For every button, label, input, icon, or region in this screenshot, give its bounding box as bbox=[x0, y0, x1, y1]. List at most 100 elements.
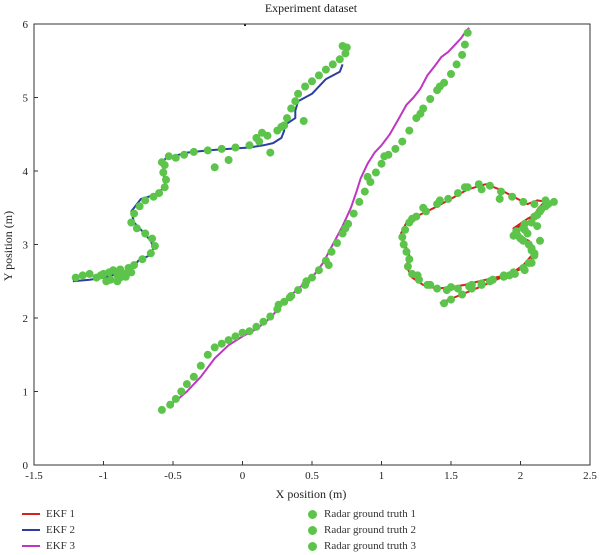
scatter-point bbox=[189, 147, 198, 156]
scatter-point bbox=[497, 187, 505, 196]
scatter-point bbox=[302, 277, 311, 286]
scatter-point bbox=[447, 283, 455, 292]
scatter-point bbox=[96, 271, 105, 280]
scatter-point bbox=[447, 70, 455, 78]
legend-item-radar2: Radar ground truth 2 bbox=[308, 524, 416, 536]
series-scatter-3 bbox=[398, 180, 558, 308]
scatter-point bbox=[203, 350, 212, 359]
scatter-point bbox=[458, 290, 467, 299]
scatter-point bbox=[132, 224, 141, 233]
scatter-point bbox=[148, 234, 157, 243]
legend-item-ekf2: EKF 2 bbox=[22, 524, 75, 536]
scatter-point bbox=[536, 236, 544, 245]
scatter-point bbox=[360, 187, 369, 196]
scatter-point bbox=[277, 122, 286, 131]
scatter-point bbox=[377, 159, 386, 168]
scatter-point bbox=[85, 269, 94, 278]
scatter-point bbox=[159, 168, 168, 177]
y-tick-label: 3 bbox=[23, 240, 29, 252]
scatter-point bbox=[301, 82, 310, 91]
scatter-point bbox=[157, 405, 166, 414]
scatter-point bbox=[259, 317, 268, 326]
scatter-point bbox=[458, 50, 467, 59]
scatter-point bbox=[453, 284, 462, 293]
scatter-point bbox=[177, 387, 186, 396]
scatter-point bbox=[333, 239, 341, 247]
x-axis-label: X position (m) bbox=[276, 487, 347, 501]
y-tick-label: 4 bbox=[23, 166, 29, 178]
scatter-point bbox=[403, 262, 412, 271]
scatter-point bbox=[335, 55, 344, 64]
y-tick-label: 6 bbox=[23, 19, 29, 31]
scatter-point bbox=[426, 280, 435, 289]
scatter-point bbox=[308, 77, 316, 86]
legend-item-ekf3: EKF 3 bbox=[22, 540, 75, 552]
scatter-point bbox=[210, 343, 219, 352]
scatter-point bbox=[314, 71, 323, 80]
scatter-point bbox=[291, 97, 300, 106]
scatter-point bbox=[433, 284, 442, 293]
scatter-point bbox=[520, 266, 529, 275]
scatter-point bbox=[463, 28, 472, 37]
x-tick-label: -1.5 bbox=[25, 470, 43, 482]
scatter-point bbox=[477, 279, 486, 288]
scatter-point bbox=[166, 400, 175, 409]
scatter-point bbox=[283, 114, 291, 123]
scatter-point bbox=[533, 222, 542, 231]
x-tick-label: 1.5 bbox=[444, 470, 458, 482]
scatter-point bbox=[203, 146, 212, 155]
scatter-point bbox=[398, 137, 407, 146]
scatter-point bbox=[266, 148, 275, 157]
scatter-point bbox=[113, 277, 122, 286]
scatter-point bbox=[519, 197, 528, 206]
scatter-point bbox=[363, 172, 372, 181]
scatter-point bbox=[160, 183, 169, 192]
scatter-point bbox=[485, 277, 494, 286]
scatter-point bbox=[527, 258, 536, 267]
scatter-point bbox=[324, 261, 333, 270]
scatter-point bbox=[245, 327, 254, 336]
legend-swatch-ekf1 bbox=[22, 513, 40, 515]
scatter-point bbox=[78, 271, 87, 280]
legend-swatch-ekf3 bbox=[22, 545, 40, 547]
scatter-point bbox=[453, 189, 462, 198]
scatter-point bbox=[224, 336, 233, 345]
scatter-point bbox=[435, 82, 444, 91]
legend-label-ekf1: EKF 1 bbox=[46, 508, 76, 520]
y-tick-label: 0 bbox=[23, 460, 29, 472]
scatter-point bbox=[460, 183, 469, 192]
scatter-point bbox=[121, 272, 130, 281]
scatter-point bbox=[485, 181, 494, 190]
scatter-point bbox=[527, 246, 536, 255]
scatter-point bbox=[413, 271, 422, 280]
scatter-point bbox=[171, 153, 180, 162]
x-tick-label: -1 bbox=[99, 470, 108, 482]
chart-title: Experiment dataset bbox=[265, 1, 358, 15]
x-tick-label: 0 bbox=[240, 470, 246, 482]
scatter-point bbox=[349, 209, 358, 218]
scatter-point bbox=[274, 300, 283, 309]
scatter-point bbox=[405, 126, 414, 135]
scatter-point bbox=[341, 224, 350, 233]
scatter-point bbox=[196, 361, 205, 370]
scatter-point bbox=[549, 197, 558, 206]
scatter-point bbox=[130, 261, 139, 270]
series-line-2 bbox=[72, 64, 344, 283]
scatter-point bbox=[146, 249, 155, 258]
legend-item-radar1: Radar ground truth 1 bbox=[308, 508, 416, 520]
scatter-point bbox=[440, 299, 449, 308]
legend-swatch-radar1 bbox=[308, 509, 317, 519]
scatter-point bbox=[509, 231, 518, 240]
scatter-point bbox=[157, 158, 166, 167]
scatter-point bbox=[150, 242, 159, 250]
scatter-point bbox=[162, 175, 170, 184]
axes: -1.5 -1 -0.5 0 0.5 1 1.5 2 2.5 0 1 2 3 4 5 6 bbox=[23, 19, 598, 482]
scatter-point bbox=[238, 328, 247, 337]
x-tick-label: 1 bbox=[379, 470, 385, 482]
legend-item-ekf1: EKF 1 bbox=[22, 508, 75, 520]
scatter-point bbox=[231, 332, 240, 341]
x-tick-label: -0.5 bbox=[164, 470, 182, 482]
scatter-point bbox=[399, 240, 408, 249]
scatter-point bbox=[135, 202, 144, 211]
scatter-point bbox=[180, 150, 189, 159]
